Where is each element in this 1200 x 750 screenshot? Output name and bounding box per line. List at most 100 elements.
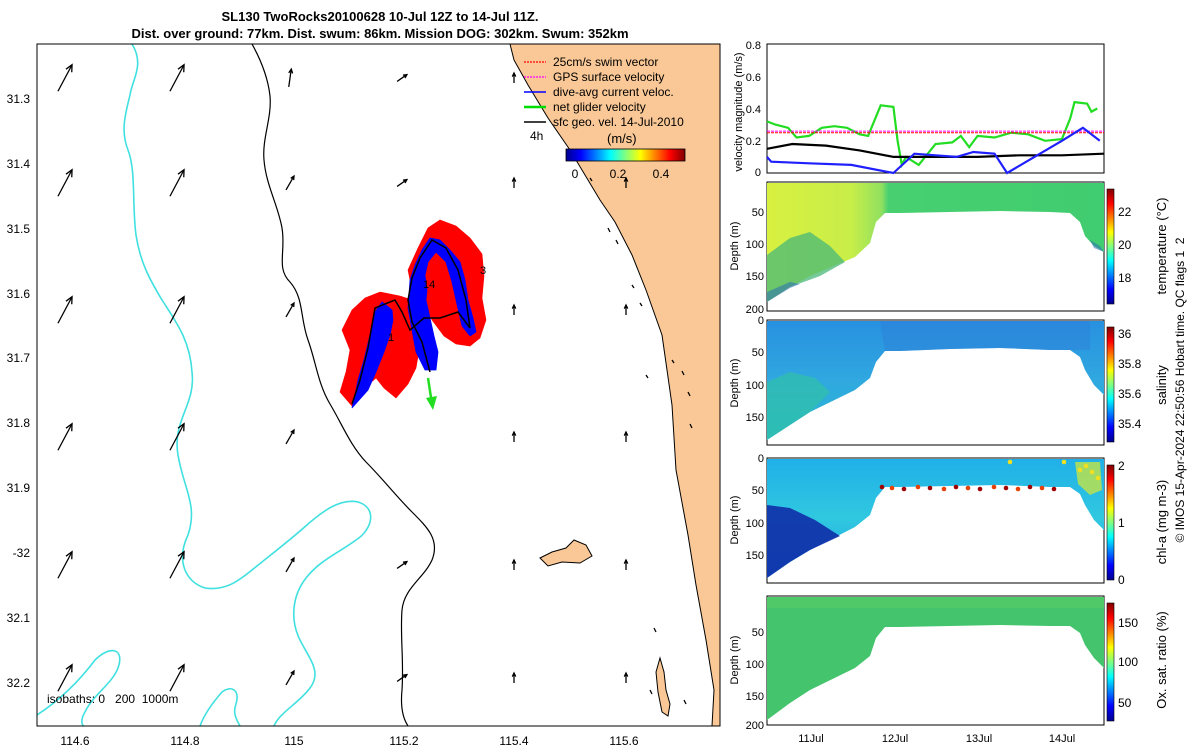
legend-label-geo: sfc geo. vel. 14-Jul-2010 bbox=[553, 115, 684, 129]
lat-tick-label: 31.8 bbox=[7, 416, 31, 430]
legend-label-gps: GPS surface velocity bbox=[553, 70, 664, 84]
lat-tick-label: 31.7 bbox=[7, 351, 31, 365]
chla-high-point bbox=[1007, 459, 1013, 465]
copyright-note: © IMOS 15-Apr-2024 22:50:56 Hobart time.… bbox=[1173, 237, 1187, 542]
time-tick: 12Jul bbox=[882, 733, 908, 745]
colorbar-tick: 100 bbox=[1118, 655, 1138, 669]
depth-tick: 150 bbox=[746, 412, 764, 424]
geo-velocity-arrowhead bbox=[623, 671, 629, 677]
colorbar-tick: 50 bbox=[1118, 696, 1132, 710]
geo-velocity-arrowhead bbox=[65, 422, 73, 432]
geo-velocity-arrowhead bbox=[511, 558, 517, 564]
colorbar-tick: 0 bbox=[572, 167, 579, 181]
depth-tick: 100 bbox=[746, 659, 764, 671]
colorbar-unit: (m/s) bbox=[607, 131, 637, 146]
colorbar-tick: 35.6 bbox=[1118, 387, 1142, 401]
geo-velocity-arrowhead bbox=[511, 430, 517, 436]
geo-velocity-arrow bbox=[169, 64, 185, 92]
salinity-panel: 0 50 100 150 Depth (m) 35.4 35.6 35.8 36… bbox=[729, 315, 1169, 446]
geo-velocity-arrow bbox=[396, 179, 408, 187]
net-glider-velocity-arrowhead bbox=[426, 396, 437, 410]
temperature-panel: 50 100 150 200 Depth (m) 18 20 22 temper… bbox=[729, 181, 1169, 316]
geo-velocity-arrowhead bbox=[623, 558, 629, 564]
geo-velocity-arrow bbox=[285, 302, 295, 318]
lat-tick-label: 32.2 bbox=[7, 676, 31, 690]
geo-velocity-arrowhead bbox=[177, 550, 185, 560]
velocity-plot-area bbox=[766, 43, 1105, 174]
geo-velocity-arrow bbox=[57, 551, 73, 579]
colorbar-tick: 35.4 bbox=[1118, 417, 1142, 431]
depth-tick: 100 bbox=[746, 239, 764, 251]
chla-max-point bbox=[915, 484, 921, 490]
geo-velocity-arrowhead bbox=[65, 663, 73, 673]
chla-max-point bbox=[901, 486, 907, 492]
arrow-scale-label: 4h bbox=[530, 129, 543, 143]
lon-tick-label: 115.6 bbox=[609, 734, 638, 748]
depth-tick: 100 bbox=[746, 380, 764, 392]
colorbar-tick: 0.2 bbox=[610, 167, 627, 181]
geo-velocity-arrowhead bbox=[65, 168, 73, 178]
geo-velocity-arrowhead bbox=[290, 669, 295, 676]
velocity-ytick: 0.4 bbox=[746, 104, 761, 116]
isobath-1000m bbox=[123, 44, 372, 726]
lon-tick-label: 115.4 bbox=[499, 734, 528, 748]
velocity-ytick: 0 bbox=[755, 167, 761, 179]
salinity-field bbox=[767, 321, 1104, 440]
time-tick: 14Jul bbox=[1049, 733, 1075, 745]
chla-max-point bbox=[1027, 484, 1033, 490]
depth-tick: 200 bbox=[746, 720, 764, 732]
geo-velocity-arrow bbox=[57, 423, 73, 451]
geo-velocity-arrowhead bbox=[177, 295, 185, 305]
chla-high-point bbox=[1061, 459, 1067, 465]
geo-velocity-arrowhead bbox=[623, 303, 629, 309]
chla-panel: 0 50 100 150 Depth (m) 0 1 2 chl-a (mg m… bbox=[729, 453, 1169, 587]
chla-max-point bbox=[879, 484, 885, 490]
chla-max-point bbox=[927, 485, 933, 491]
depth-tick: 50 bbox=[752, 627, 764, 639]
geostrophic-velocity-arrows bbox=[57, 63, 629, 692]
geo-velocity-arrow bbox=[57, 664, 73, 692]
colorbar-tick: 36 bbox=[1118, 327, 1132, 341]
depth-tick: 50 bbox=[752, 347, 764, 359]
salinity-ylabel: Depth (m) bbox=[729, 359, 741, 408]
geo-velocity-arrowhead bbox=[290, 556, 295, 563]
temperature-ylabel: Depth (m) bbox=[729, 222, 741, 271]
geo-velocity-arrow bbox=[169, 664, 185, 692]
chla-max-point bbox=[889, 485, 895, 491]
map-legend: 25cm/s swim vector GPS surface velocity … bbox=[524, 55, 686, 181]
chla-field bbox=[767, 459, 1104, 578]
depth-tick: 0 bbox=[758, 315, 764, 327]
coastal-features bbox=[589, 177, 693, 705]
oxygen-field bbox=[767, 597, 1104, 720]
isobath-1000m-sw bbox=[37, 649, 121, 726]
chla-max-point bbox=[953, 484, 959, 490]
geo-velocity-arrowhead bbox=[402, 673, 409, 679]
chla-max-point bbox=[977, 486, 983, 492]
geo-velocity-arrow bbox=[396, 561, 408, 569]
chla-high-point bbox=[1077, 467, 1083, 473]
salinity-colorbar-label: salinity bbox=[1154, 365, 1169, 405]
glider-track: 1 3 14 bbox=[339, 219, 487, 410]
geo-velocity-arrowhead bbox=[402, 560, 409, 566]
geo-velocity-arrowhead bbox=[623, 176, 629, 182]
isobaths-label: isobaths: 0 200 1000m bbox=[47, 692, 178, 706]
depth-tick: 150 bbox=[746, 550, 764, 562]
geo-velocity-arrowhead bbox=[290, 301, 295, 308]
oxygen-colorbar-label: Ox. sat. ratio (%) bbox=[1154, 611, 1169, 709]
chla-ylabel: Depth (m) bbox=[729, 496, 741, 545]
geo-velocity-arrow bbox=[285, 429, 295, 445]
depth-tick: 200 bbox=[746, 304, 764, 316]
geo-velocity-arrow bbox=[285, 557, 295, 573]
geo-velocity-arrow bbox=[396, 674, 408, 682]
track-label-day3: 3 bbox=[480, 265, 486, 277]
geo-velocity-arrowhead bbox=[290, 174, 295, 181]
lat-tick-label: 31.9 bbox=[7, 481, 31, 495]
colorbar-tick: 20 bbox=[1118, 238, 1132, 252]
geo-velocity-arrow bbox=[169, 551, 185, 579]
map-panel: 1 3 14 31.3 31.4 31.5 31.6 31.7 31.8 31.… bbox=[7, 43, 721, 748]
geo-velocity-arrowhead bbox=[177, 168, 185, 178]
geo-velocity-arrow bbox=[57, 169, 73, 197]
colorbar-tick: 22 bbox=[1118, 205, 1132, 219]
chla-colorbar-label: chl-a (mg m-3) bbox=[1154, 480, 1169, 565]
